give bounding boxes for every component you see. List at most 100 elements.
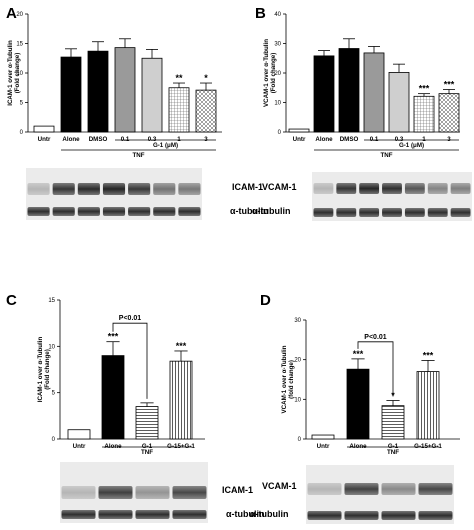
category-label: 0.3 (148, 136, 157, 143)
y-tick-label: 0 (298, 437, 302, 443)
group-label: TNF (387, 449, 399, 456)
blot-target-label: ICAM-1 (232, 182, 263, 192)
blot-band (344, 483, 379, 495)
blot-band (77, 207, 100, 216)
bar (413, 95, 435, 133)
panel-letter: D (260, 292, 271, 309)
blot-band (128, 207, 151, 216)
bar (87, 50, 109, 133)
panel-c: C 0 5 10 15 ICAM-1 over α-Tubulin (Fold change… (6, 292, 265, 523)
bar (60, 56, 82, 133)
category-label: Untr (73, 443, 86, 450)
y-tick-label: 15 (48, 298, 55, 304)
group-label: TNF (141, 449, 153, 456)
y-tick-label: 20 (274, 71, 281, 77)
y-tick-label: 10 (294, 397, 301, 403)
western-blot (60, 462, 208, 523)
y-axis-label-line: ICAM-1 over α-Tubulin (37, 337, 44, 403)
y-axis-label: ICAM-1 over α-Tubulin (Fold change) (37, 337, 51, 403)
blot-band (102, 183, 126, 195)
blot-band (135, 486, 170, 499)
category-label: Untr (317, 443, 330, 450)
y-tick-label: 0 (278, 130, 282, 136)
blot-loading-label: α-tubulin (250, 509, 289, 519)
blot-band (404, 208, 425, 217)
blot-band (359, 183, 380, 194)
category-label: 3 (447, 136, 451, 143)
significance-label: * (204, 73, 208, 83)
western-blot (306, 465, 454, 524)
comparison-bracket (357, 341, 394, 397)
category-label: 0.1 (121, 136, 130, 143)
bar (101, 355, 125, 440)
category-label: Alone (104, 443, 122, 450)
blot-band (359, 208, 380, 217)
significance-label: ** (175, 73, 183, 83)
blot-band (382, 208, 402, 217)
y-axis-label-line: VCAM-1 over α-Tubulin (263, 39, 270, 107)
y-tick-label: 10 (16, 71, 23, 77)
bar (141, 57, 163, 133)
panel-letter: A (6, 5, 17, 22)
significance-label: *** (176, 341, 187, 351)
blot-loading-label: α-tubulin (226, 509, 265, 519)
blot-band (450, 208, 471, 217)
category-label: G-1 (142, 443, 153, 450)
y-axis-label: VCAM-1 over α-Tubulin (Fold change) (263, 39, 277, 107)
blot-loading-label: α-tubulin (230, 206, 269, 216)
category-label: Alone (62, 136, 80, 143)
y-axis-label-line: ICAM-1 over α-Tubulin (7, 40, 14, 106)
bar (168, 87, 190, 133)
panel-letter: B (255, 5, 266, 22)
significance-label: *** (444, 80, 455, 90)
blot-band (313, 208, 334, 217)
y-axis-label-line: (fold change) (288, 360, 295, 399)
y-tick-label: 10 (274, 101, 281, 107)
blot-band (418, 511, 453, 520)
blot-band (98, 510, 133, 519)
category-label: 1 (177, 136, 181, 143)
group-label: G-1 (μM) (399, 142, 424, 149)
blot-band (336, 183, 357, 194)
category-label: 0.3 (395, 136, 404, 143)
bar (346, 368, 370, 440)
western-blot (312, 172, 472, 221)
bar (67, 429, 91, 440)
blot-band (178, 207, 201, 216)
panel-b: B 0 10 20 30 40 VCAM-1 over α-Tubulin (Fold cha… (252, 5, 472, 221)
y-tick-label: 5 (20, 101, 24, 107)
blot-band (172, 510, 207, 519)
bar (313, 55, 335, 133)
category-label: 0.1 (370, 136, 379, 143)
blot-band (128, 183, 151, 195)
bar (381, 405, 405, 440)
panel-d: D 0 10 20 30 VCAM-1 over α-Tubulin (fold chang… (250, 292, 460, 524)
category-label: Untr (38, 136, 51, 143)
category-label: Alone (315, 136, 333, 143)
y-tick-label: 0 (20, 130, 24, 136)
blot-band (102, 207, 126, 216)
y-axis-label-line: (Fold change) (44, 349, 51, 390)
category-label: Untr (293, 136, 306, 143)
y-tick-label: 0 (52, 437, 56, 443)
panel-a: A 0 5 10 15 20 ICAM-1 over α-Tubulin (Fold chan… (6, 5, 269, 220)
blot-band (178, 183, 201, 195)
category-label: 3 (204, 136, 208, 143)
y-tick-label: 20 (16, 12, 23, 18)
y-axis-label: VCAM-1 over α-Tubulin (fold change) (281, 345, 295, 413)
blot-band (418, 483, 453, 495)
blot-band (427, 208, 448, 217)
y-tick-label: 30 (274, 42, 281, 48)
blot-band (344, 511, 379, 520)
blot-band (450, 183, 471, 194)
comparison-bracket (112, 322, 148, 399)
bar (288, 128, 310, 133)
y-tick-label: 10 (48, 344, 55, 350)
y-axis-label-line: (Fold change) (270, 53, 277, 94)
blot-target-label: ICAM-1 (222, 485, 253, 495)
blot-loading-label: α-tubulin (252, 206, 291, 216)
blot-band (313, 183, 334, 194)
y-tick-label: 30 (294, 318, 301, 324)
